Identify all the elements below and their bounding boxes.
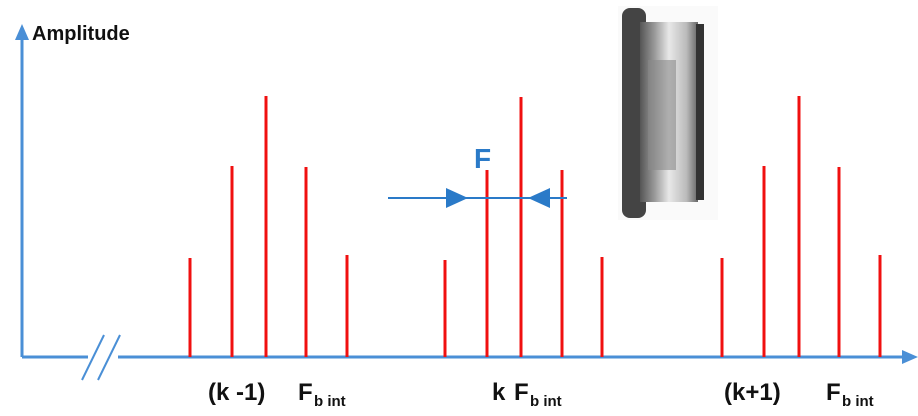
label-symbol: F xyxy=(298,379,313,406)
spacing-arrows xyxy=(388,188,567,208)
label-symbol: F xyxy=(826,379,841,406)
spectral-lines xyxy=(190,96,880,357)
label-prefix: k xyxy=(492,379,506,406)
label-subscript: b int xyxy=(530,393,562,410)
label-subscript: b int xyxy=(314,393,346,410)
label-prefix: (k+1) xyxy=(724,379,781,406)
y-axis-label: Amplitude xyxy=(32,23,130,45)
label-prefix: (k -1) xyxy=(208,379,265,406)
bearing-image xyxy=(618,6,718,220)
label-subscript: b int xyxy=(842,393,874,410)
axes xyxy=(15,24,918,364)
labels: (k -1) F b int k F b int (k+1) F b int xyxy=(208,379,874,410)
diagram: Amplitude F (k -1) F b int k F b int (k+… xyxy=(0,0,918,416)
label-symbol: F xyxy=(514,379,529,406)
spacing-label: F xyxy=(474,143,491,174)
